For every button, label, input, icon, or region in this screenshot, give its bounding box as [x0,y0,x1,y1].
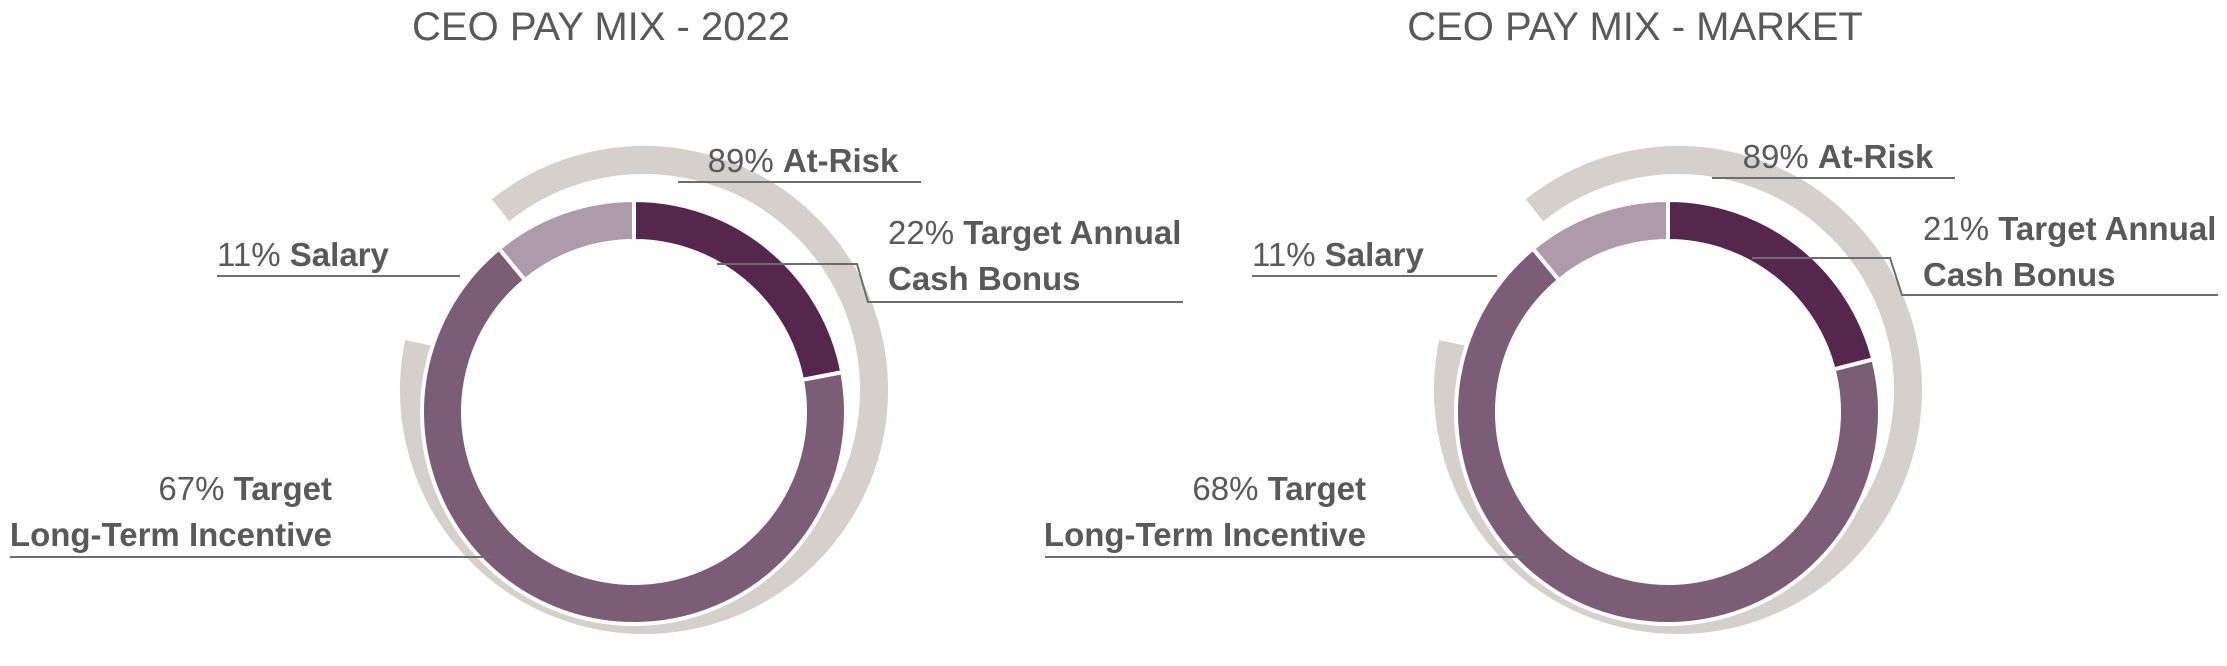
at-risk-label: 89% At-Risk [1743,138,1934,175]
bonus-leader-line [1752,257,2218,296]
chart-title: CEO PAY MIX - MARKET [1407,5,1863,49]
bonus-label: 22% Target Annual Cash Bonus [888,214,1181,297]
bonus-leader-line [717,263,1183,303]
lti-label: 68% Target Long-Term Incentive [1044,470,1366,553]
salary-label: 11% Salary [1252,236,1425,273]
slice-target-long-term-incentive [1454,245,1882,627]
at-risk-label: 89% At-Risk [708,142,899,179]
lti-label: 67% Target Long-Term Incentive [10,470,332,553]
salary-label: 11% Salary [217,236,390,273]
pay-mix-chart-2: CEO PAY MIX - MARKET 89% At-Risk 11% Salar… [1044,5,2218,634]
bonus-label: 21% Target Annual Cash Bonus [1923,210,2216,293]
pay-mix-chart-1: CEO PAY MIX - 2022 89% At-Risk 11% Salary 2… [10,5,1183,634]
slice-target-long-term-incentive [420,245,848,626]
chart-title: CEO PAY MIX - 2022 [412,5,790,49]
